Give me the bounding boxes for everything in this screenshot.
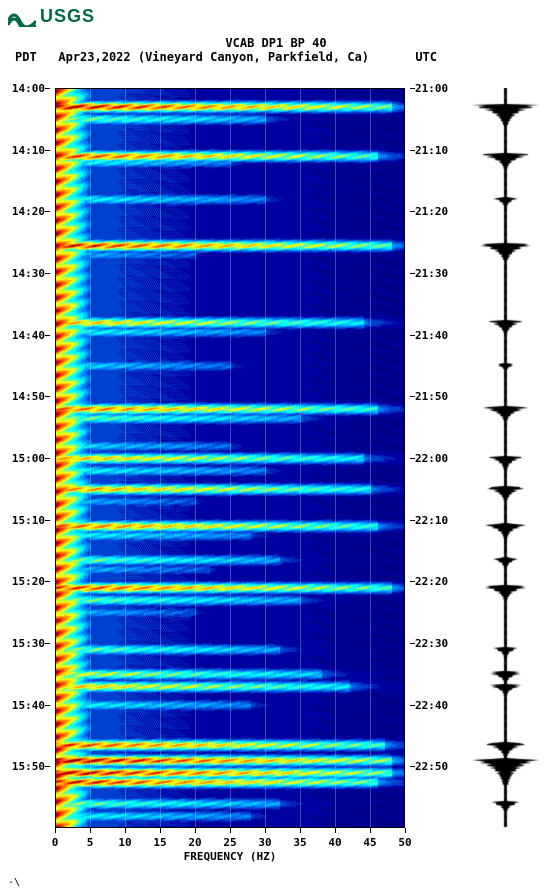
tick-mark [45, 705, 50, 706]
tick-mark [125, 828, 126, 833]
spectrogram-canvas [55, 88, 405, 828]
y-tick-label: 21:10 [415, 144, 448, 157]
tick-mark [410, 705, 415, 706]
x-tick-label: 15 [153, 836, 166, 849]
tick-mark [410, 273, 415, 274]
tick-mark [410, 766, 415, 767]
plot-title: VCAB DP1 BP 40 [0, 36, 552, 50]
tick-mark [410, 150, 415, 151]
x-tick-label: 45 [363, 836, 376, 849]
y-tick-label: 22:20 [415, 575, 448, 588]
tick-mark [90, 828, 91, 833]
tick-mark [160, 828, 161, 833]
tick-mark [410, 211, 415, 212]
y-tick-label: 21:20 [415, 205, 448, 218]
tick-mark [45, 88, 50, 89]
x-axis-label: FREQUENCY (HZ) [55, 850, 405, 863]
y-tick-label: 21:00 [415, 82, 448, 95]
right-tz-label: UTC [415, 50, 437, 64]
tick-mark [410, 581, 415, 582]
tick-mark [265, 828, 266, 833]
seismogram-canvas [468, 88, 543, 828]
seismogram-trace [468, 88, 543, 828]
y-axis-right-utc: 21:0021:1021:2021:3021:4021:5022:0022:10… [410, 88, 465, 828]
y-tick-label: 21:30 [415, 267, 448, 280]
footer-mark: -\ [8, 877, 20, 888]
x-tick-label: 5 [87, 836, 94, 849]
y-tick-label: 14:20 [12, 205, 45, 218]
plot-subtitle: PDT Apr23,2022 (Vineyard Canyon, Parkfie… [15, 50, 369, 64]
usgs-logo: USGS [8, 6, 95, 27]
date-location: Apr23,2022 (Vineyard Canyon, Parkfield, … [58, 50, 369, 64]
tick-mark [45, 396, 50, 397]
y-tick-label: 21:50 [415, 390, 448, 403]
x-tick-label: 0 [52, 836, 59, 849]
y-tick-label: 15:50 [12, 760, 45, 773]
y-tick-label: 14:10 [12, 144, 45, 157]
y-tick-label: 21:40 [415, 329, 448, 342]
tick-mark [410, 643, 415, 644]
x-axis-frequency: FREQUENCY (HZ) 05101520253035404550 [55, 828, 405, 868]
left-tz-label: PDT [15, 50, 37, 64]
tick-mark [55, 828, 56, 833]
x-tick-label: 20 [188, 836, 201, 849]
y-tick-label: 15:20 [12, 575, 45, 588]
tick-mark [45, 458, 50, 459]
y-tick-label: 15:00 [12, 452, 45, 465]
y-tick-label: 22:10 [415, 514, 448, 527]
tick-mark [335, 828, 336, 833]
tick-mark [410, 520, 415, 521]
y-tick-label: 22:30 [415, 637, 448, 650]
tick-mark [410, 458, 415, 459]
tick-mark [410, 396, 415, 397]
y-tick-label: 15:40 [12, 699, 45, 712]
tick-mark [410, 88, 415, 89]
tick-mark [45, 150, 50, 151]
y-tick-label: 14:00 [12, 82, 45, 95]
spectrogram-plot [55, 88, 405, 828]
tick-mark [410, 335, 415, 336]
usgs-logo-text: USGS [40, 6, 95, 27]
x-tick-label: 30 [258, 836, 271, 849]
tick-mark [45, 273, 50, 274]
tick-mark [45, 335, 50, 336]
usgs-wave-icon [8, 7, 36, 27]
x-tick-label: 10 [118, 836, 131, 849]
tick-mark [45, 520, 50, 521]
y-tick-label: 14:50 [12, 390, 45, 403]
tick-mark [195, 828, 196, 833]
x-tick-label: 25 [223, 836, 236, 849]
tick-mark [45, 581, 50, 582]
tick-mark [230, 828, 231, 833]
x-tick-label: 35 [293, 836, 306, 849]
x-tick-label: 50 [398, 836, 411, 849]
y-tick-label: 15:30 [12, 637, 45, 650]
tick-mark [45, 211, 50, 212]
tick-mark [45, 766, 50, 767]
y-tick-label: 22:40 [415, 699, 448, 712]
y-tick-label: 22:00 [415, 452, 448, 465]
tick-mark [370, 828, 371, 833]
tick-mark [45, 643, 50, 644]
y-axis-left-pdt: 14:0014:1014:2014:3014:4014:5015:0015:10… [0, 88, 50, 828]
y-tick-label: 14:40 [12, 329, 45, 342]
x-tick-label: 40 [328, 836, 341, 849]
y-tick-label: 22:50 [415, 760, 448, 773]
tick-mark [300, 828, 301, 833]
tick-mark [405, 828, 406, 833]
y-tick-label: 14:30 [12, 267, 45, 280]
y-tick-label: 15:10 [12, 514, 45, 527]
